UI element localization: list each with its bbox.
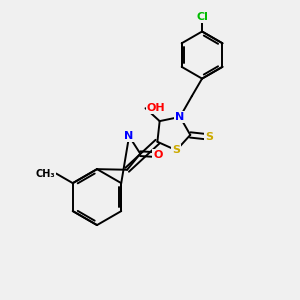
Text: CH₃: CH₃: [35, 169, 55, 178]
Text: S: S: [172, 145, 180, 155]
Text: O: O: [153, 150, 163, 160]
Text: S: S: [205, 132, 213, 142]
Text: N: N: [124, 131, 134, 141]
Text: OH: OH: [147, 103, 166, 113]
Text: N: N: [176, 112, 184, 122]
Text: Cl: Cl: [196, 12, 208, 22]
